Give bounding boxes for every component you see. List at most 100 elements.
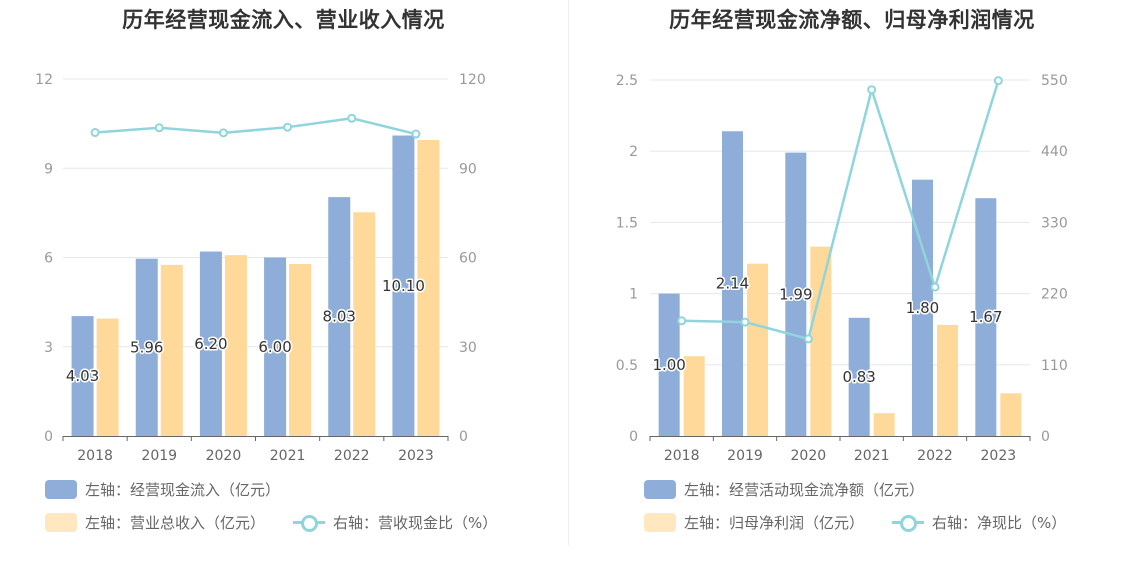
legend-line-icon bbox=[293, 513, 325, 532]
bar-blue bbox=[392, 135, 415, 436]
right-axis-tick-label: 0 bbox=[459, 429, 468, 445]
ratio-line bbox=[94, 116, 417, 136]
chart-svg-netcash-profit: 0 0.5 1 1.5 2 2.5 0 110 220 330 440 550 2018 2019 2020… bbox=[616, 73, 1068, 464]
legend-net-profit[interactable]: 左轴：归母净利润（亿元） bbox=[644, 512, 864, 533]
legend-ratio-line[interactable]: 右轴：营收现金比（%） bbox=[293, 512, 497, 533]
chart-title: 历年经营现金流净额、归母净利润情况 bbox=[669, 8, 1035, 32]
bar-blue bbox=[975, 198, 997, 436]
legend-swatch-blue bbox=[644, 480, 676, 499]
bar-data-label: 8.03 bbox=[323, 308, 356, 326]
ratio-point bbox=[803, 334, 813, 344]
chart-title: 历年经营现金流入、营业收入情况 bbox=[122, 8, 445, 32]
ratio-point bbox=[283, 122, 293, 132]
left-axis-tick-label: 1 bbox=[629, 287, 638, 303]
x-axis-tick-label: 2020 bbox=[791, 448, 827, 464]
left-axis-tick-label: 9 bbox=[44, 161, 53, 177]
legend-swatch-orange bbox=[45, 513, 77, 532]
legend-line-icon bbox=[892, 513, 924, 532]
bar-orange bbox=[160, 264, 183, 436]
bar-blue bbox=[71, 316, 94, 436]
bar-orange bbox=[810, 246, 832, 436]
right-axis-tick-label: 110 bbox=[1041, 358, 1068, 374]
bar-data-label: 4.03 bbox=[66, 367, 99, 385]
bar-blue bbox=[848, 317, 870, 436]
ratio-point bbox=[411, 129, 421, 139]
bar-orange bbox=[96, 318, 119, 436]
bar-data-label: 0.83 bbox=[842, 368, 875, 386]
left-axis-tick-label: 0 bbox=[629, 429, 638, 445]
left-axis-tick-label: 1.5 bbox=[616, 215, 638, 231]
panel-divider bbox=[568, 0, 569, 545]
left-axis-tick-label: 6 bbox=[44, 251, 53, 267]
legend-net-cash[interactable]: 左轴：经营活动现金流净额（亿元） bbox=[644, 479, 924, 500]
ratio-point bbox=[930, 282, 940, 292]
bar-orange bbox=[224, 255, 247, 436]
bar-data-label: 1.67 bbox=[969, 308, 1002, 326]
legend-cash-inflow[interactable]: 左轴：经营现金流入（亿元） bbox=[45, 479, 280, 500]
left-axis-tick-label: 0 bbox=[44, 429, 53, 445]
bar-blue bbox=[722, 131, 743, 437]
bar-data-label: 1.00 bbox=[652, 356, 685, 374]
left-axis-tick-label: 0.5 bbox=[616, 358, 638, 374]
right-axis-tick-label: 60 bbox=[459, 251, 477, 267]
right-axis-tick-label: 550 bbox=[1041, 73, 1068, 89]
ratio-point bbox=[218, 128, 228, 138]
x-axis-tick-label: 2018 bbox=[664, 448, 700, 464]
bar-orange bbox=[289, 264, 312, 436]
left-axis-tick-label: 2 bbox=[629, 144, 638, 160]
right-axis-tick-label: 30 bbox=[459, 340, 477, 356]
x-axis-tick-label: 2019 bbox=[141, 448, 177, 464]
left-axis-tick-label: 2.5 bbox=[616, 73, 638, 89]
ratio-point bbox=[90, 128, 100, 138]
x-axis-tick-label: 2021 bbox=[270, 448, 306, 464]
ratio-point bbox=[993, 76, 1003, 86]
ratio-point bbox=[347, 113, 357, 123]
chart-panel-cashflow-revenue: 历年经营现金流入、营业收入情况 0 3 6 9 12 0 30 60 90 120 2018 2019… bbox=[35, 8, 497, 533]
bar-data-label: 6.00 bbox=[258, 338, 291, 356]
bar-data-label: 2.14 bbox=[716, 275, 749, 293]
bar-data-label: 10.10 bbox=[382, 277, 425, 295]
chart-panel-netcash-profit: 历年经营现金流净额、归母净利润情况 0 0.5 1 1.5 2 2.5 0 110 220 330… bbox=[570, 0, 1134, 582]
bar-blue bbox=[658, 293, 680, 436]
legend-swatch-orange bbox=[644, 513, 676, 532]
x-axis-tick-label: 2023 bbox=[398, 448, 434, 464]
x-axis-tick-label: 2022 bbox=[917, 448, 953, 464]
legend-revenue[interactable]: 左轴：营业总收入（亿元） bbox=[45, 512, 265, 533]
right-axis-tick-label: 330 bbox=[1041, 215, 1068, 231]
legend-label: 左轴：经营活动现金流净额（亿元） bbox=[684, 481, 925, 499]
x-axis-tick-label: 2021 bbox=[854, 448, 890, 464]
right-axis-tick-label: 120 bbox=[459, 72, 486, 88]
bar-orange bbox=[1000, 393, 1022, 436]
legend-label: 左轴：归母净利润（亿元） bbox=[684, 514, 865, 532]
bar-data-label: 1.80 bbox=[906, 299, 939, 317]
legend-swatch-blue bbox=[45, 480, 77, 499]
legend-label: 左轴：营业总收入（亿元） bbox=[85, 514, 266, 532]
legend-label: 右轴：净现比（%） bbox=[932, 514, 1067, 532]
right-axis-tick-label: 440 bbox=[1041, 144, 1068, 160]
bar-blue bbox=[135, 258, 158, 436]
grid-lines bbox=[650, 79, 1030, 366]
x-axis-tick-label: 2019 bbox=[727, 448, 763, 464]
right-axis-tick-label: 220 bbox=[1041, 287, 1068, 303]
grid-lines bbox=[63, 78, 448, 348]
bar-orange bbox=[873, 413, 895, 436]
ratio-point bbox=[867, 85, 877, 95]
bar-data-label: 1.99 bbox=[779, 285, 812, 303]
right-axis-tick-label: 0 bbox=[1041, 429, 1050, 445]
ratio-point bbox=[154, 123, 164, 133]
ratio-line bbox=[681, 80, 1000, 341]
left-axis-tick-label: 12 bbox=[35, 72, 53, 88]
legend-netcash-ratio-line[interactable]: 右轴：净现比（%） bbox=[892, 512, 1066, 533]
bar-orange bbox=[417, 139, 440, 437]
x-axis-tick-label: 2020 bbox=[206, 448, 242, 464]
x-axis-tick-label: 2022 bbox=[334, 448, 370, 464]
bar-blue bbox=[328, 197, 351, 436]
left-axis-tick-label: 3 bbox=[44, 340, 53, 356]
x-axis-tick-label: 2018 bbox=[77, 448, 113, 464]
legend-label: 左轴：经营现金流入（亿元） bbox=[85, 481, 281, 499]
bar-blue bbox=[264, 257, 287, 436]
right-axis-tick-label: 90 bbox=[459, 161, 477, 177]
bar-blue bbox=[199, 251, 222, 436]
bar-orange bbox=[747, 263, 768, 436]
